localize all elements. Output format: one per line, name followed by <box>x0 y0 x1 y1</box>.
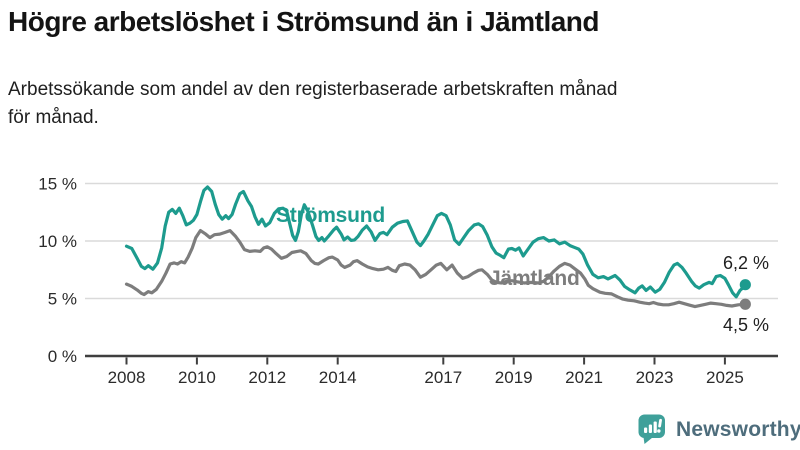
y-tick-label: 5 % <box>48 290 77 309</box>
x-tick-label: 2014 <box>319 368 357 387</box>
x-tick-label: 2021 <box>565 368 603 387</box>
end-value-label-stromsund: 6,2 % <box>723 253 770 273</box>
end-value-label-jamtland: 4,5 % <box>723 315 770 335</box>
x-tick-label: 2023 <box>636 368 674 387</box>
x-tick-label: 2017 <box>424 368 462 387</box>
series-line-jamtland <box>124 229 747 309</box>
chart-subtitle: Arbetssökande som andel av den registerb… <box>8 76 788 132</box>
chart-subtitle-line2: för månad. <box>8 107 99 128</box>
newsworthy-logo-text: Newsworthy <box>676 417 800 441</box>
x-tick-label: 2010 <box>178 368 216 387</box>
chart-subtitle-line1: Arbetssökande som andel av den registerb… <box>8 79 618 100</box>
y-tick-label: 0 % <box>48 347 77 366</box>
series-label-jamtland: Jämtland <box>489 267 580 290</box>
newsworthy-logo: Newsworthy <box>638 414 800 445</box>
x-tick-label: 2012 <box>248 368 286 387</box>
x-tick-label: 2025 <box>706 368 744 387</box>
y-tick-label: 15 % <box>38 175 77 194</box>
y-tick-label: 10 % <box>38 232 77 251</box>
series-label-stromsund: Strömsund <box>276 204 386 227</box>
x-tick-label: 2008 <box>108 368 146 387</box>
series-line-stromsund <box>124 185 747 299</box>
chart-title: Högre arbetslöshet i Strömsund än i Jämt… <box>8 6 600 37</box>
series-end-dot-jamtland <box>739 298 751 310</box>
x-tick-label: 2019 <box>495 368 533 387</box>
series-end-dot-stromsund <box>739 279 751 291</box>
newsworthy-bar-chart-bubble-icon <box>638 414 665 444</box>
